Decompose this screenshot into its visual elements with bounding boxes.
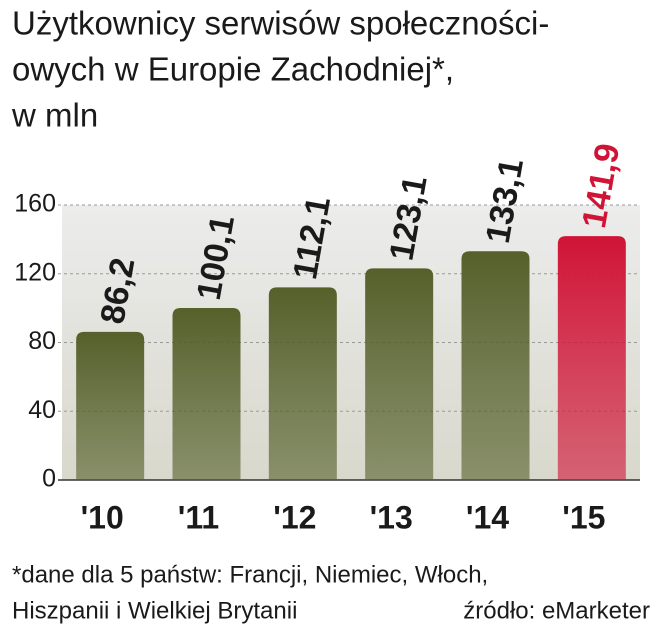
y-tick-label: 80 xyxy=(28,327,56,355)
bar xyxy=(172,307,241,480)
bar xyxy=(557,236,626,480)
x-tick-label: '15 xyxy=(562,499,605,535)
bar xyxy=(268,287,337,480)
bar xyxy=(365,268,434,480)
x-tick-label: '11 xyxy=(178,499,219,535)
x-tick-label: '10 xyxy=(81,499,124,535)
plot-background xyxy=(62,205,640,480)
y-tick-label: 120 xyxy=(14,258,56,286)
y-tick-label: 0 xyxy=(42,465,56,493)
x-tick-label: '14 xyxy=(466,499,509,535)
x-tick-label: '12 xyxy=(273,499,316,535)
y-tick-label: 40 xyxy=(28,396,56,424)
y-tick-label: 160 xyxy=(14,190,56,218)
bar xyxy=(76,331,145,480)
chart-title: Użytkownicy serwisów społeczności- xyxy=(12,5,549,42)
x-tick-label: '13 xyxy=(370,499,413,535)
source: źródło: eMarketer xyxy=(463,597,650,624)
footnote: Hiszpanii i Wielkiej Brytanii xyxy=(12,597,297,624)
chart-title: w mln xyxy=(11,97,98,134)
bar xyxy=(461,251,530,480)
footnote: *dane dla 5 państw: Francji, Niemiec, Wł… xyxy=(12,561,488,588)
chart-title: owych w Europie Zachodniej*, xyxy=(12,51,454,88)
